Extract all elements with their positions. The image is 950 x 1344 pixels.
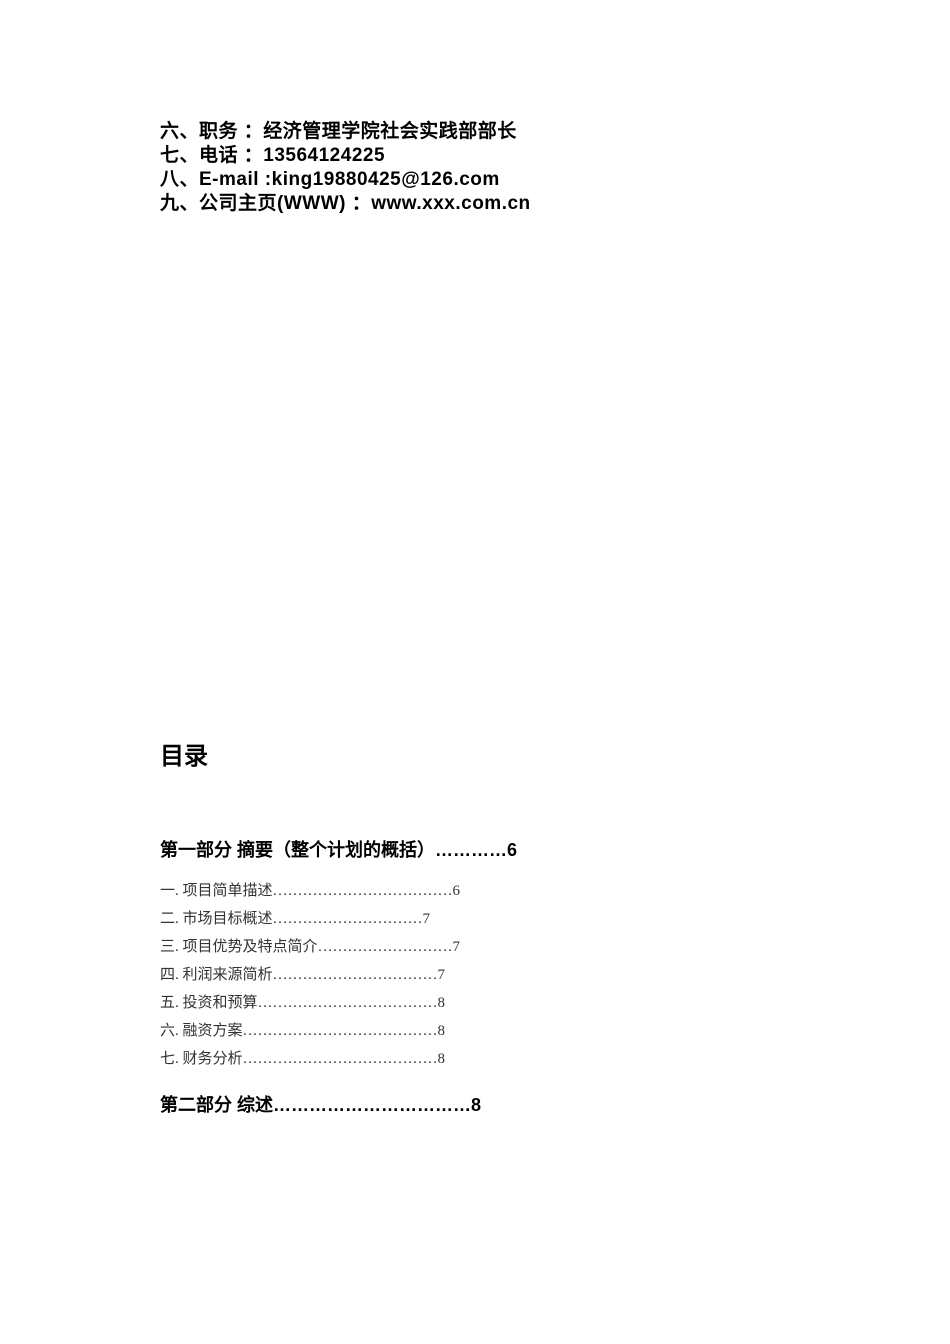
toc-title: 目录 bbox=[160, 736, 790, 771]
toc-entry: 四. 利润来源简析……………………………7 bbox=[160, 961, 790, 989]
info-position: 六、职务 ：经济管理学院社会实践部部长 bbox=[160, 120, 790, 144]
toc-section-1-header: 第一部分 摘要（整个计划的概括）…………6 bbox=[160, 835, 790, 865]
info-email: 八、E-mail :king19880425@126.com bbox=[160, 168, 790, 192]
toc-entry: 二. 市场目标概述…………………………7 bbox=[160, 905, 790, 933]
toc-entry: 一. 项目简单描述………………………………6 bbox=[160, 877, 790, 905]
toc-section-2-header: 第二部分 综述……………………………8 bbox=[160, 1091, 790, 1117]
toc-entry: 六. 融资方案…………………………………8 bbox=[160, 1017, 790, 1045]
info-phone: 七、电话 ：13564124225 bbox=[160, 144, 790, 168]
toc-entry: 五. 投资和预算………………………………8 bbox=[160, 989, 790, 1017]
document-page: 六、职务 ：经济管理学院社会实践部部长 七、电话 ：13564124225 八、… bbox=[0, 0, 950, 1117]
toc-entry: 七. 财务分析…………………………………8 bbox=[160, 1045, 790, 1073]
toc-entry: 三. 项目优势及特点简介………………………7 bbox=[160, 933, 790, 961]
info-website: 九、公司主页(WWW) ：www.xxx.com.cn bbox=[160, 192, 790, 216]
